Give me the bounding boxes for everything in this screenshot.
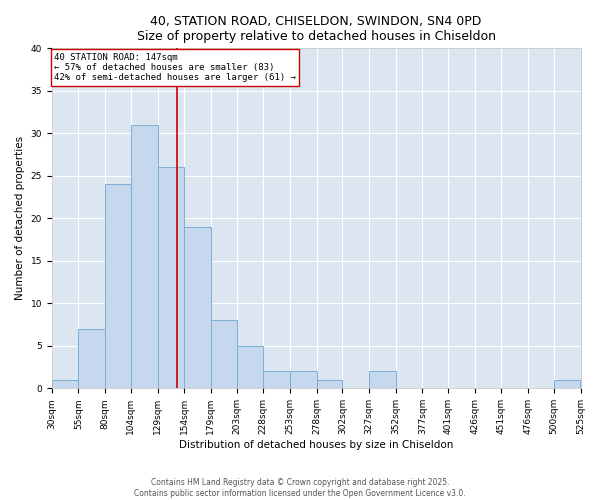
X-axis label: Distribution of detached houses by size in Chiseldon: Distribution of detached houses by size … (179, 440, 454, 450)
Bar (105, 184, 131, 388)
Bar (290, 372, 317, 388)
Bar (554, 380, 580, 388)
Bar (79, 329, 105, 388)
Bar (263, 372, 290, 388)
Bar (131, 125, 158, 388)
Bar (317, 380, 343, 388)
Title: 40, STATION ROAD, CHISELDON, SWINDON, SN4 0PD
Size of property relative to detac: 40, STATION ROAD, CHISELDON, SWINDON, SN… (137, 15, 496, 43)
Bar (236, 346, 263, 389)
Bar (211, 320, 236, 388)
Bar (158, 168, 184, 388)
Bar (369, 372, 396, 388)
Bar (52, 380, 79, 388)
Y-axis label: Number of detached properties: Number of detached properties (15, 136, 25, 300)
Text: 40 STATION ROAD: 147sqm
← 57% of detached houses are smaller (83)
42% of semi-de: 40 STATION ROAD: 147sqm ← 57% of detache… (54, 52, 296, 82)
Bar (184, 227, 211, 388)
Text: Contains HM Land Registry data © Crown copyright and database right 2025.
Contai: Contains HM Land Registry data © Crown c… (134, 478, 466, 498)
